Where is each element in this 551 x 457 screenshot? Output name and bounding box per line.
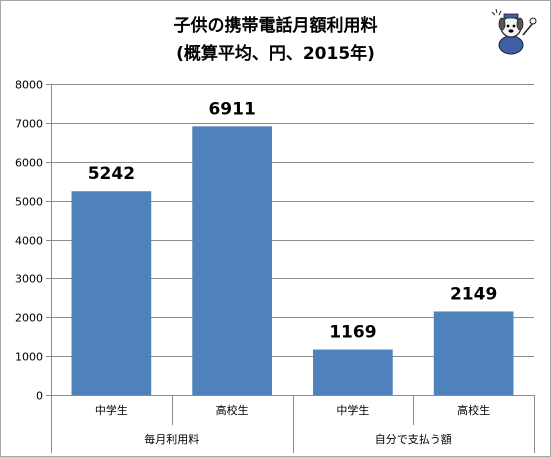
data-label: 1169 [329, 323, 376, 343]
y-tick-label: 7000 [15, 118, 43, 131]
bar [71, 191, 152, 395]
chart-subtitle: (概算平均、円、2015年) [176, 44, 375, 64]
data-label: 2149 [450, 284, 497, 304]
y-tick-label: 2000 [15, 312, 43, 325]
cartoon-dog-mascot-icon [491, 8, 537, 55]
chart-title: 子供の携帯電話月額利用料 [173, 16, 378, 36]
y-tick-label: 0 [36, 390, 43, 403]
bar [192, 126, 272, 396]
x-tick-label: 高校生 [457, 403, 490, 417]
x-tick-label: 高校生 [216, 403, 249, 417]
y-tick-label: 1000 [15, 351, 43, 364]
bar [313, 349, 393, 395]
y-tick-label: 5000 [15, 196, 43, 209]
x-group-label: 毎月利用料 [144, 432, 199, 446]
x-group-label: 自分で支払う額 [375, 432, 452, 446]
bar [433, 311, 514, 395]
x-tick-label: 中学生 [95, 403, 128, 417]
data-label: 5242 [88, 164, 135, 184]
data-label: 6911 [208, 99, 255, 119]
y-tick-label: 3000 [15, 273, 43, 286]
y-tick-label: 6000 [15, 157, 43, 170]
x-tick-label: 中学生 [336, 403, 369, 417]
y-tick-label: 8000 [15, 79, 43, 92]
y-tick-label: 4000 [15, 235, 43, 248]
